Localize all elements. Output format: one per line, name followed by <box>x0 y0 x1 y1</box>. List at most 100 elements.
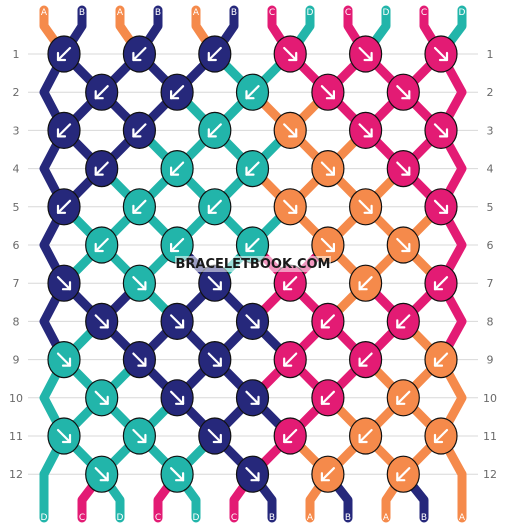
row-number-left: 9 <box>13 354 20 367</box>
arrow-head-icon <box>170 242 180 253</box>
arrow-head-icon <box>438 204 449 214</box>
arrow-down-left-icon <box>245 161 260 176</box>
arrow-down-left-icon <box>132 46 147 62</box>
arrow-head-icon <box>396 319 406 329</box>
knot <box>198 188 232 226</box>
watermark: BRACELETBOOK.COM <box>176 257 331 272</box>
arrow-down-right-icon <box>433 123 449 138</box>
arrow-head-icon <box>250 319 260 329</box>
arrow-down-left-icon <box>433 276 449 291</box>
arrow-head-icon <box>132 128 142 138</box>
arrow-head-icon <box>401 242 411 253</box>
arrow-down-right-icon <box>56 276 72 291</box>
knot <box>311 455 345 493</box>
arrow-head-icon <box>207 204 217 214</box>
knot <box>311 73 345 111</box>
arrow-head-icon <box>212 281 222 291</box>
arrow-head-icon <box>358 433 368 444</box>
arrow-down-right-icon <box>170 390 185 405</box>
arrow-head-icon <box>132 51 142 62</box>
knot <box>122 35 156 73</box>
knot <box>85 455 119 493</box>
arrow-head-icon <box>175 319 185 329</box>
arrow-down-left-icon <box>358 276 373 291</box>
bottom-strand-label: D <box>193 513 200 523</box>
arrow-head-icon <box>212 357 222 367</box>
top-strand-label: C <box>421 8 427 18</box>
row-number-right: 10 <box>483 392 497 405</box>
arrow-head-icon <box>438 51 449 62</box>
row-number-right: 1 <box>487 48 494 61</box>
knot <box>85 226 119 264</box>
knot <box>386 150 420 188</box>
knot <box>386 73 420 111</box>
top-strand-label: B <box>79 8 85 18</box>
arrow-head-icon <box>363 128 373 138</box>
arrow-head-icon <box>320 395 330 405</box>
row-number-right: 12 <box>483 468 497 481</box>
knot <box>386 455 420 493</box>
arrow-head-icon <box>132 204 142 214</box>
arrow-down-right-icon <box>320 85 335 100</box>
row-number-right: 7 <box>487 277 494 290</box>
arrow-down-right-icon <box>283 123 298 138</box>
arrow-head-icon <box>212 433 222 444</box>
arrow-head-icon <box>288 204 298 214</box>
arrow-down-left-icon <box>207 46 222 62</box>
arrow-head-icon <box>61 281 72 291</box>
row-number-left: 11 <box>9 430 23 443</box>
top-strand-label: C <box>269 8 275 18</box>
knot <box>160 73 194 111</box>
knot-layer <box>47 35 458 493</box>
row-number-right: 4 <box>487 163 494 176</box>
arrow-down-right-icon <box>433 46 449 62</box>
arrow-head-icon <box>363 204 373 214</box>
row-number-right: 11 <box>483 430 497 443</box>
arrow-down-right-icon <box>320 237 335 253</box>
bottom-strand-label: A <box>307 513 314 523</box>
arrow-down-right-icon <box>56 352 72 367</box>
arrow-down-right-icon <box>207 352 222 367</box>
knot <box>122 264 156 302</box>
knot <box>47 264 81 302</box>
arrow-down-right-icon <box>207 276 222 291</box>
arrow-down-left-icon <box>283 352 298 367</box>
top-strand-label: D <box>307 8 314 18</box>
arrow-down-left-icon <box>396 390 411 405</box>
knot <box>198 35 232 73</box>
arrow-down-right-icon <box>358 123 373 138</box>
bottom-strand-label: D <box>41 513 48 523</box>
arrow-head-icon <box>137 357 147 367</box>
arrow-down-right-icon <box>245 467 260 482</box>
arrow-head-icon <box>288 51 298 62</box>
arrow-down-left-icon <box>94 161 109 176</box>
arrow-head-icon <box>175 472 185 482</box>
row-number-left: 4 <box>13 163 20 176</box>
knot <box>235 150 270 188</box>
arrow-head-icon <box>433 281 444 291</box>
knot <box>198 417 232 455</box>
knot <box>47 35 81 73</box>
knot <box>198 341 232 379</box>
arrow-down-left-icon <box>132 123 147 138</box>
arrow-down-left-icon <box>433 428 449 444</box>
knot <box>235 302 270 340</box>
arrow-down-right-icon <box>132 352 147 367</box>
arrow-head-icon <box>358 357 368 367</box>
row-number-right: 3 <box>487 124 494 137</box>
arrow-down-right-icon <box>132 428 147 444</box>
knot <box>311 379 345 417</box>
bottom-strand-label: C <box>79 513 85 523</box>
arrow-head-icon <box>94 242 104 253</box>
knot <box>235 455 270 493</box>
row-number-right: 6 <box>487 239 494 252</box>
arrow-down-left-icon <box>170 237 185 253</box>
arrow-down-right-icon <box>283 199 298 214</box>
arrow-head-icon <box>433 433 444 444</box>
arrow-head-icon <box>175 395 185 405</box>
arrow-head-icon <box>61 357 72 367</box>
knot <box>122 188 156 226</box>
arrow-head-icon <box>56 51 67 62</box>
arrow-head-icon <box>99 395 109 405</box>
